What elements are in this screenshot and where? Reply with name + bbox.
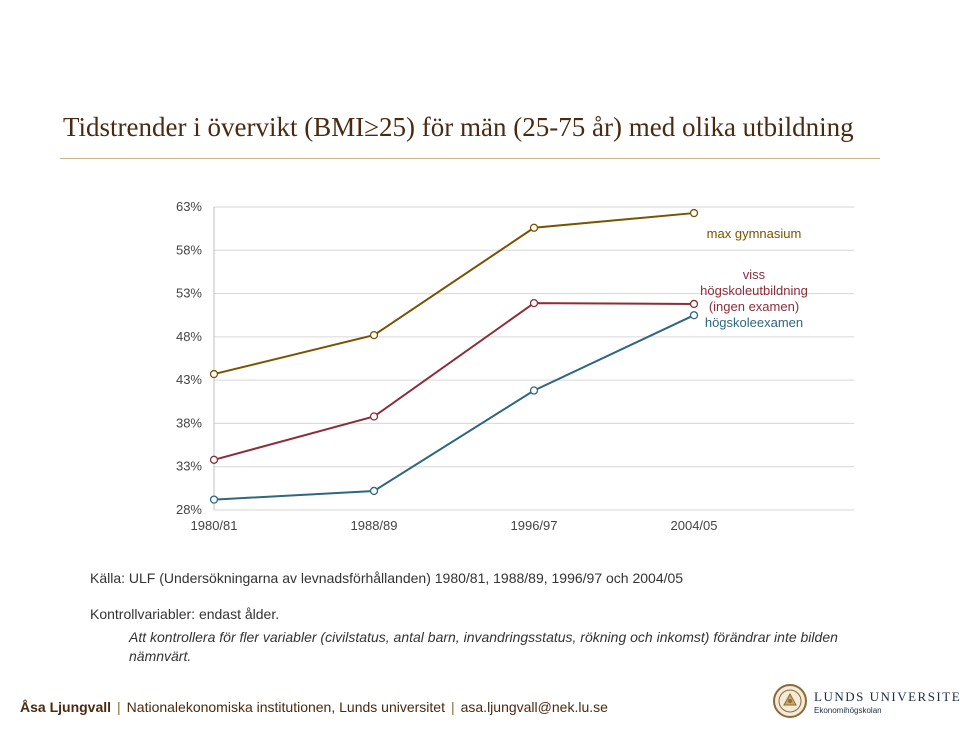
y-tick-label: 43%	[176, 372, 202, 387]
logo-subtitle: Ekonomihögskolan	[814, 706, 882, 715]
series-line	[213, 212, 695, 376]
data-point	[529, 298, 539, 308]
title-divider	[60, 158, 880, 159]
note-text: Att kontrollera för fler variabler (civi…	[129, 629, 838, 664]
series-line	[213, 302, 695, 461]
data-point	[209, 369, 219, 379]
series-line	[213, 314, 695, 501]
data-point	[209, 455, 219, 464]
data-point	[529, 386, 539, 395]
y-tick-label: 48%	[176, 329, 202, 344]
legend-label: viss	[743, 267, 766, 282]
x-tick-label: 2004/05	[671, 518, 718, 533]
x-tick-label: 1996/97	[511, 518, 558, 533]
footer-email[interactable]: asa.ljungvall@nek.lu.se	[460, 699, 608, 715]
y-tick-label: 38%	[176, 415, 202, 430]
university-seal-icon	[773, 684, 807, 718]
footer-separator: |	[450, 699, 455, 715]
data-point	[689, 299, 699, 309]
x-tick-label: 1988/89	[351, 518, 398, 533]
data-point	[209, 495, 219, 504]
control-variables-text: Kontrollvariabler: endast ålder.	[90, 606, 280, 622]
legend-label: (ingen examen)	[709, 299, 799, 314]
y-tick-label: 53%	[176, 286, 202, 301]
data-point	[369, 486, 379, 496]
data-point	[369, 330, 379, 340]
legend-label: max gymnasium	[707, 226, 802, 241]
y-tick-label: 58%	[176, 242, 202, 257]
footer-separator: |	[117, 699, 121, 715]
source-text: Källa: ULF (Undersökningarna av levnadsf…	[90, 570, 684, 586]
footer-author: Åsa Ljungvall	[20, 699, 112, 715]
legend-label: högskoleexamen	[705, 315, 803, 330]
slide-title: Tidstrender i övervikt (BMI≥25) för män …	[63, 112, 854, 142]
legend-label: högskoleutbildning	[700, 283, 808, 298]
university-logo: LUNDS UNIVERSITET Ekonomihögskolan	[772, 683, 960, 723]
data-point	[369, 412, 379, 421]
logo-name: LUNDS UNIVERSITET	[814, 689, 960, 704]
x-tick-label: 1980/81	[191, 518, 238, 533]
y-tick-label: 28%	[176, 502, 202, 517]
data-point	[689, 311, 699, 320]
footer-department: Nationalekonomiska institutionen, Lunds …	[126, 699, 445, 715]
footer: Åsa Ljungvall | Nationalekonomiska institu…	[20, 699, 608, 715]
data-point	[689, 208, 699, 218]
y-tick-label: 33%	[176, 459, 202, 474]
y-tick-label: 63%	[176, 199, 202, 214]
data-point	[529, 223, 539, 232]
line-chart: 28% 33% 38% 43% 48% 53% 58% 63% 1980/81 1988/89 19…	[176, 199, 854, 533]
